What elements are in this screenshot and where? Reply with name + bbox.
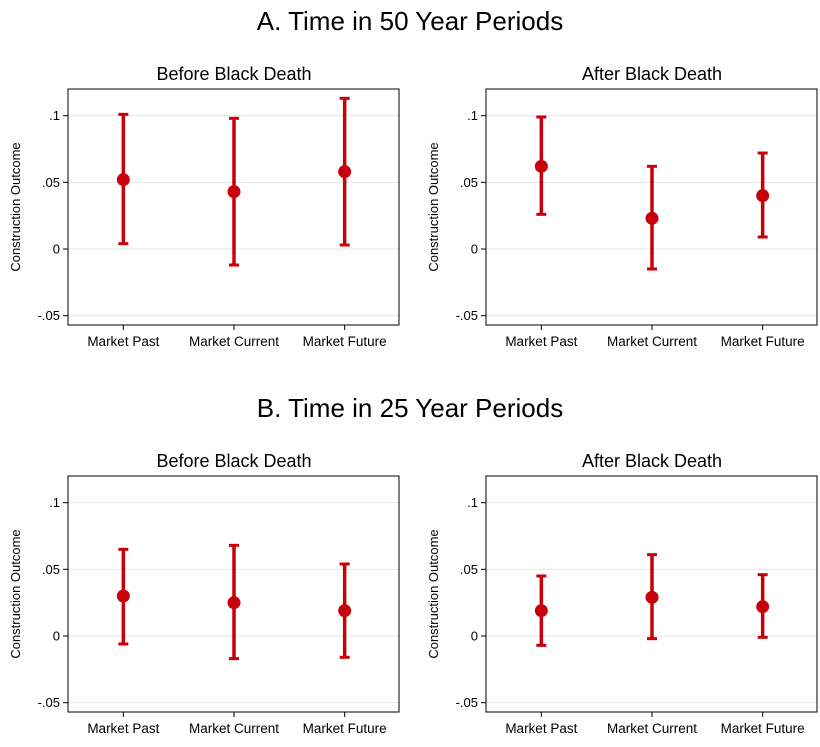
- y-tick-label: .1: [49, 495, 60, 510]
- point-estimate: [645, 590, 659, 604]
- x-tick-label: Market Past: [505, 721, 577, 736]
- x-tick-label: Market Current: [189, 334, 279, 349]
- point-estimate: [756, 600, 770, 614]
- x-tick-label: Market Current: [607, 334, 697, 349]
- point-estimate: [338, 165, 352, 179]
- point-estimate: [645, 211, 659, 225]
- chart-title: Before Black Death: [156, 451, 311, 471]
- y-axis-label: Construction Outcome: [426, 529, 441, 658]
- y-tick-label: -.05: [38, 308, 60, 323]
- y-tick-label: .05: [460, 562, 478, 577]
- panel-a-title: A. Time in 50 Year Periods: [256, 6, 564, 36]
- y-axis-label: Construction Outcome: [8, 142, 23, 271]
- x-tick-label: Market Current: [189, 721, 279, 736]
- y-axis-label: Construction Outcome: [8, 529, 23, 658]
- y-tick-label: 0: [471, 629, 478, 644]
- point-estimate: [116, 173, 130, 187]
- point-estimate: [227, 596, 241, 610]
- x-tick-label: Market Past: [505, 334, 577, 349]
- x-tick-label: Market Future: [303, 334, 387, 349]
- y-tick-label: .1: [467, 495, 478, 510]
- chart-a-before-black-death: Before Black Death -.05 0 .05 .1 Construction…: [8, 64, 400, 349]
- point-estimate: [534, 604, 548, 618]
- y-tick-label: .1: [49, 108, 60, 123]
- y-tick-label: .1: [467, 108, 478, 123]
- y-tick-label: 0: [53, 629, 60, 644]
- y-tick-label: .05: [42, 175, 60, 190]
- chart-a-after-black-death: After Black Death -.05 0 .05 .1 Construction …: [426, 64, 818, 349]
- point-estimate: [338, 604, 352, 618]
- x-tick-label: Market Future: [721, 334, 805, 349]
- point-estimate: [756, 189, 770, 203]
- chart-b-before-black-death: Before Black Death -.05 0 .05 .1 Construction…: [8, 451, 400, 736]
- y-tick-label: -.05: [456, 695, 478, 710]
- point-estimate: [534, 159, 548, 173]
- chart-title: After Black Death: [582, 451, 722, 471]
- y-axis-label: Construction Outcome: [426, 142, 441, 271]
- y-tick-label: .05: [460, 175, 478, 190]
- point-estimate: [227, 185, 241, 199]
- y-tick-label: -.05: [38, 695, 60, 710]
- x-tick-label: Market Past: [87, 334, 159, 349]
- chart-b-after-black-death: After Black Death -.05 0 .05 .1 Construction …: [426, 451, 818, 736]
- chart-title: Before Black Death: [156, 64, 311, 84]
- point-estimate: [116, 589, 130, 603]
- panel-b-title: B. Time in 25 Year Periods: [256, 393, 564, 423]
- x-tick-label: Market Past: [87, 721, 159, 736]
- y-tick-label: 0: [471, 242, 478, 257]
- chart-title: After Black Death: [582, 64, 722, 84]
- y-tick-label: 0: [53, 242, 60, 257]
- x-tick-label: Market Future: [303, 721, 387, 736]
- x-tick-label: Market Future: [721, 721, 805, 736]
- y-tick-label: .05: [42, 562, 60, 577]
- x-tick-label: Market Current: [607, 721, 697, 736]
- y-tick-label: -.05: [456, 308, 478, 323]
